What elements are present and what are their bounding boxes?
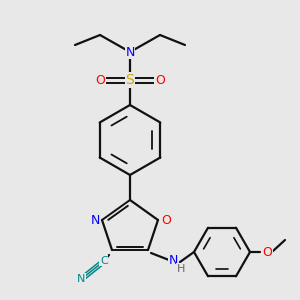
Text: S: S xyxy=(126,73,134,87)
Text: C: C xyxy=(100,256,108,266)
Text: N: N xyxy=(168,254,178,268)
Text: O: O xyxy=(262,245,272,259)
Text: N: N xyxy=(90,214,100,226)
Text: O: O xyxy=(95,74,105,86)
Text: H: H xyxy=(177,264,185,274)
Text: N: N xyxy=(125,46,135,59)
Text: N: N xyxy=(77,274,85,284)
Text: O: O xyxy=(155,74,165,86)
Text: O: O xyxy=(161,214,171,226)
